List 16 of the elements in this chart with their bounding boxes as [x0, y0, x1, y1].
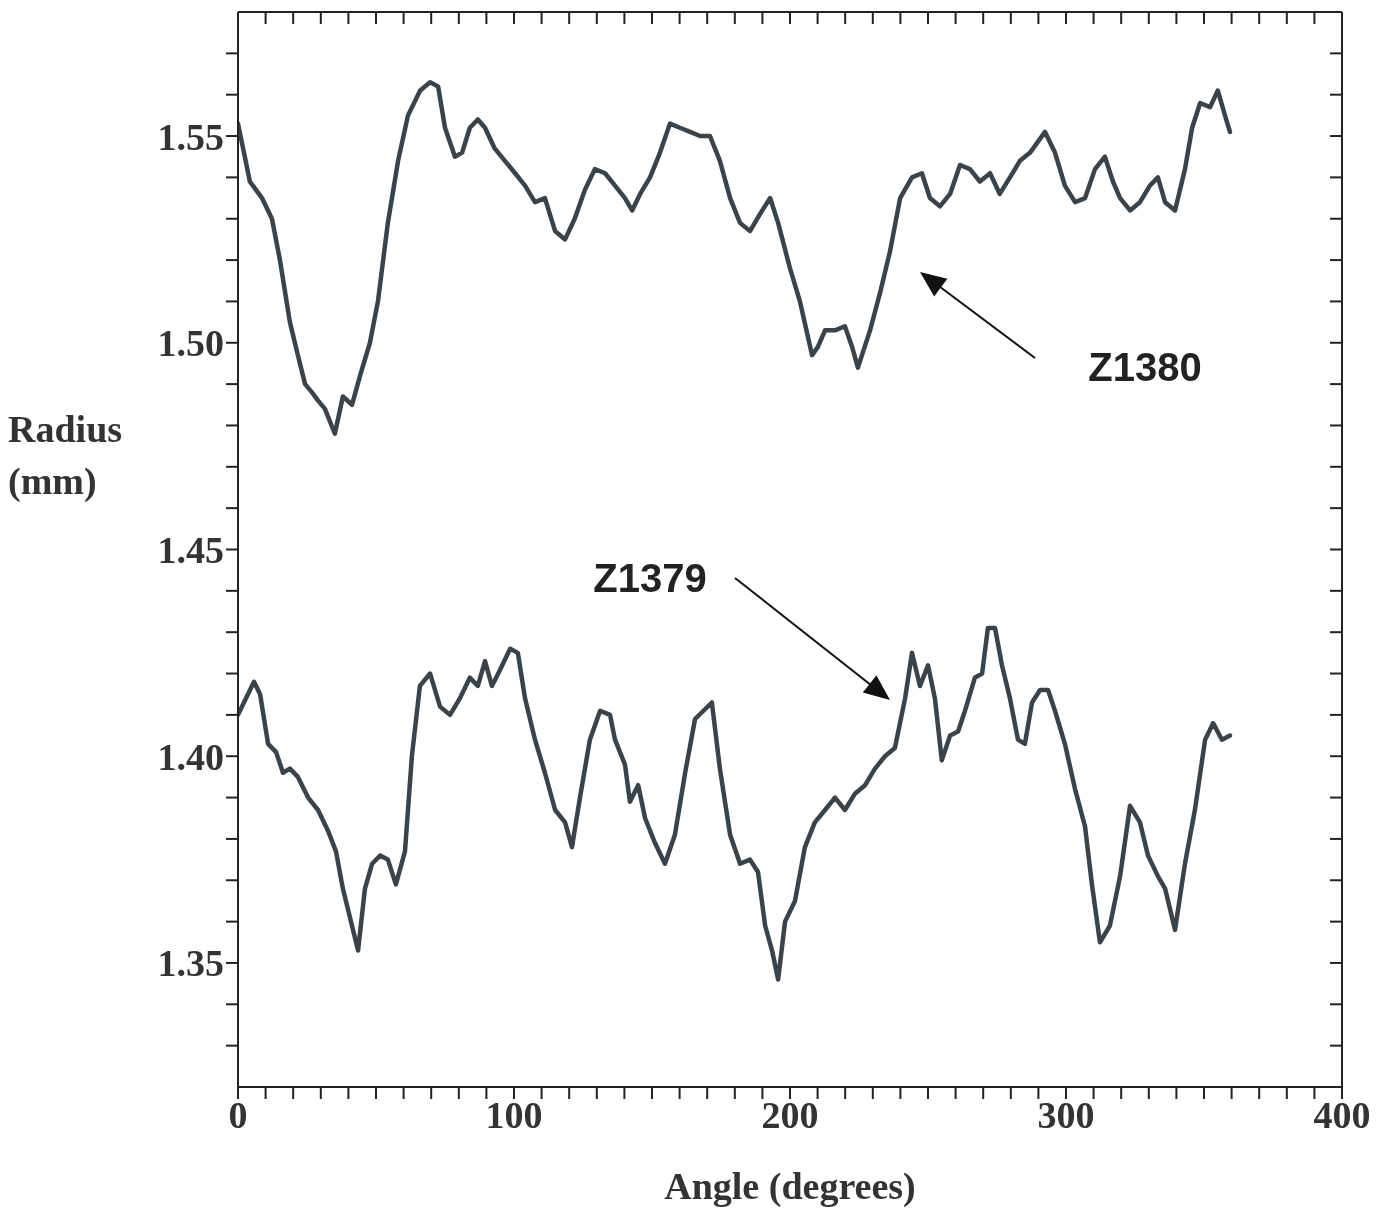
x-tick-label: 100 — [485, 1093, 543, 1136]
line-series — [238, 80, 1233, 436]
y-tick-label: 1.40 — [157, 735, 224, 778]
y-tick-label: 1.50 — [157, 322, 224, 365]
x-tick-label: 300 — [1037, 1093, 1095, 1136]
x-tick-label: 0 — [228, 1093, 248, 1136]
y-tick-label: 1.45 — [157, 528, 224, 571]
line-series — [238, 625, 1233, 982]
x-axis-title: Angle (degrees) — [664, 1165, 916, 1208]
y-tick-label: 1.35 — [157, 942, 224, 985]
y-tick-label: 1.55 — [157, 115, 224, 158]
annotation: Z1380 — [1088, 345, 1202, 389]
x-tick-label: 200 — [761, 1093, 819, 1136]
annotation: Z1379 — [593, 556, 707, 600]
x-tick-label: 400 — [1313, 1093, 1371, 1136]
y-axis-title: Radius (mm) — [8, 408, 123, 503]
